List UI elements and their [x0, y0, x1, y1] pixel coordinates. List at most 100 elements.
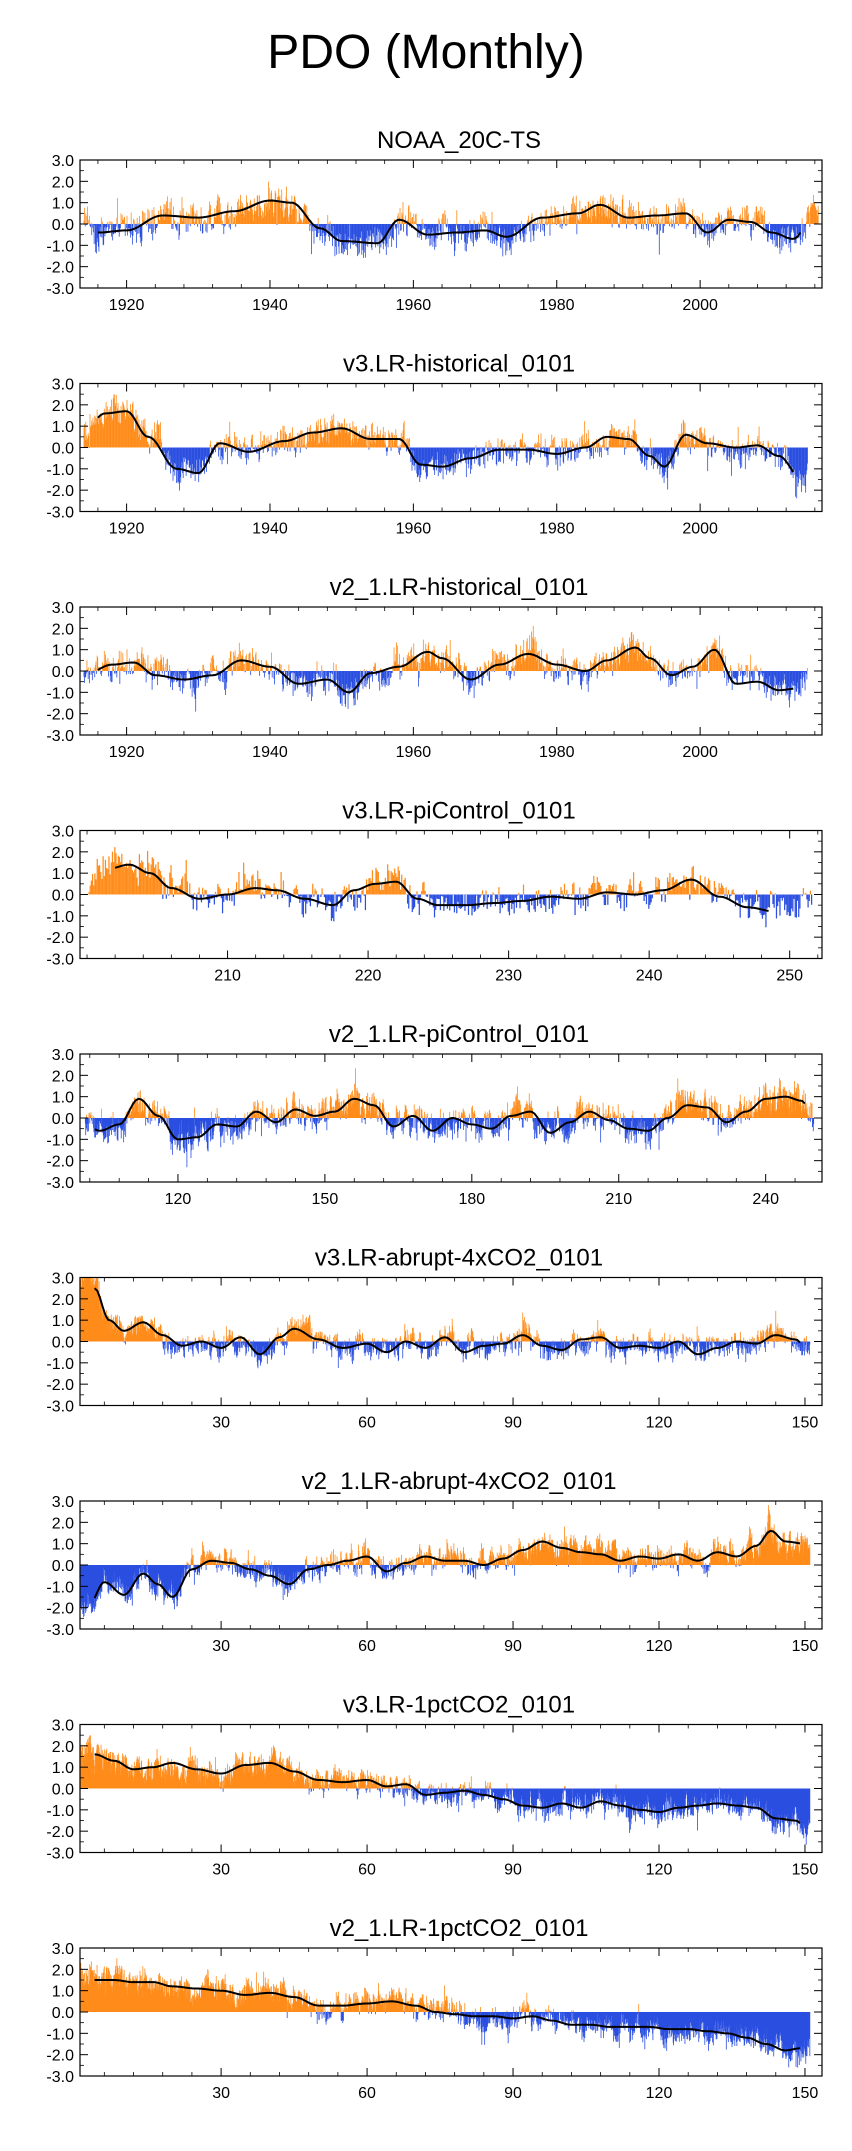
bar [437, 447, 439, 477]
bar [321, 441, 323, 448]
bar [88, 667, 90, 671]
bars [84, 1068, 815, 1168]
bar [708, 444, 710, 448]
bar [207, 1118, 209, 1152]
bar [756, 207, 758, 224]
bar [412, 894, 415, 910]
bar [307, 220, 308, 224]
bar [691, 214, 693, 224]
bar [282, 671, 284, 692]
bar [212, 1118, 214, 1140]
bar [168, 1118, 170, 1134]
bar [691, 671, 693, 677]
bar [749, 671, 750, 682]
bar [217, 194, 219, 224]
bar [197, 892, 199, 895]
bar [597, 205, 599, 224]
bar [302, 446, 304, 448]
bar [140, 430, 142, 448]
bar [604, 665, 606, 671]
bar [688, 435, 689, 448]
bar [759, 671, 761, 680]
bar [135, 409, 137, 448]
bar [201, 671, 203, 674]
bar [765, 447, 767, 459]
bar [238, 439, 240, 448]
bar [342, 423, 344, 448]
bar [166, 659, 168, 671]
bar [612, 437, 614, 448]
bar [293, 671, 295, 673]
bar [352, 224, 354, 240]
bar [245, 656, 247, 671]
bar [396, 434, 397, 448]
bar [169, 872, 171, 895]
bar [412, 668, 413, 671]
bar [488, 224, 489, 241]
bar [219, 1118, 221, 1137]
bar [356, 671, 358, 694]
bar [749, 671, 751, 691]
bar [217, 1118, 219, 1126]
bar [269, 667, 271, 671]
y-tick-label: -1.0 [46, 462, 74, 479]
bar [382, 671, 384, 679]
bar [447, 224, 449, 227]
bar [715, 639, 717, 671]
bar [785, 894, 787, 905]
bar [211, 447, 213, 450]
bar [334, 891, 336, 895]
bar [116, 863, 118, 895]
bar [704, 435, 706, 448]
bar [324, 224, 326, 246]
bar [712, 645, 713, 671]
bar [747, 434, 749, 448]
bar [499, 447, 501, 462]
bar [660, 671, 661, 681]
bar [291, 436, 293, 448]
bar [666, 877, 669, 895]
bar [615, 662, 617, 671]
bar [667, 447, 669, 490]
bar [308, 671, 310, 684]
bar [384, 671, 385, 681]
bar [610, 430, 612, 448]
bar [332, 425, 334, 448]
bar [166, 671, 167, 672]
bar [124, 419, 126, 448]
bar [635, 431, 636, 448]
bar [599, 668, 601, 671]
bar [362, 224, 364, 250]
bar [750, 224, 752, 241]
bar [761, 207, 763, 224]
y-tick-label: 3.0 [52, 600, 74, 617]
bar [689, 435, 691, 448]
bar [89, 885, 91, 895]
bar [291, 671, 293, 674]
bar [168, 894, 170, 896]
bar [154, 214, 155, 224]
bar [210, 663, 212, 671]
bar [485, 445, 486, 448]
bar [688, 221, 689, 224]
bar [777, 224, 778, 248]
bar [587, 201, 589, 224]
bar [758, 210, 759, 224]
bar [424, 662, 425, 671]
bar [685, 671, 686, 678]
bar [807, 894, 809, 908]
bar [220, 894, 222, 899]
bar [759, 217, 761, 224]
bar [800, 447, 802, 481]
bar [681, 423, 682, 448]
bar [165, 663, 167, 671]
bar [664, 224, 666, 227]
bar [430, 659, 432, 671]
bar [746, 215, 748, 224]
bar [404, 665, 406, 671]
bar [255, 447, 257, 450]
bar [266, 886, 268, 895]
bar [676, 671, 678, 675]
bar [192, 203, 194, 224]
bar [187, 447, 189, 461]
